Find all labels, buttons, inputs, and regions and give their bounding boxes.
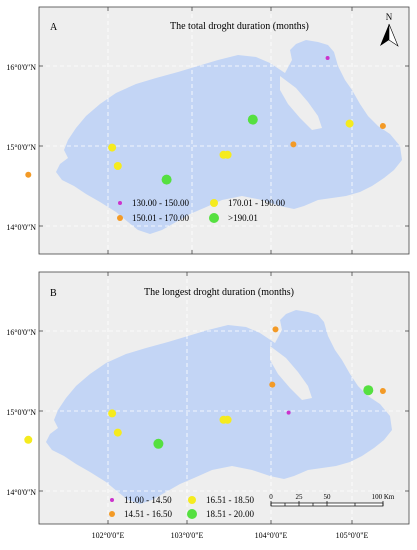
station-point — [379, 123, 386, 129]
north-arrow-icon: N — [380, 12, 399, 47]
panel-b-graticule — [39, 272, 409, 524]
north-arrow-label: N — [386, 12, 393, 22]
legend-symbol — [117, 215, 123, 221]
panel-a-title: The total droght duration (months) — [170, 21, 309, 32]
legend-label: 130.00 - 150.00 — [132, 198, 189, 208]
panel-b-inlet — [270, 346, 312, 400]
lat-label: 16°0'0"N — [6, 63, 36, 72]
station-point — [113, 428, 122, 437]
legend-symbol — [209, 213, 219, 223]
legend-label: 14.51 - 16.50 — [124, 509, 172, 519]
station-point — [269, 381, 276, 388]
station-point — [113, 162, 122, 170]
station-point — [379, 388, 386, 394]
station-point — [24, 435, 33, 444]
station-point — [363, 385, 374, 396]
scale-bar-tick-label: 100 Km — [372, 493, 395, 501]
station-point — [325, 56, 330, 60]
station-point — [345, 119, 354, 128]
legend-label: 16.51 - 18.50 — [206, 495, 254, 505]
panel-b-frame — [38, 271, 410, 525]
station-point — [153, 438, 164, 449]
station-point — [25, 171, 32, 178]
station-point — [286, 410, 291, 415]
lat-label: 15°0'0"N — [6, 408, 36, 417]
panel-a-graticule — [39, 7, 409, 254]
scale-bar-tick-label: 25 — [296, 493, 304, 501]
panel-a-letter: A — [50, 22, 58, 33]
lon-label: 103°0'0"E — [171, 531, 204, 540]
lat-label: 16°0'0"N — [6, 328, 36, 337]
panel-a-stations — [25, 56, 386, 185]
legend-symbol — [109, 511, 115, 517]
legend-label: 150.01 - 170.00 — [132, 213, 189, 223]
legend-symbol — [188, 496, 196, 504]
lon-label: 105°0'0"E — [336, 531, 369, 540]
panel-a-frame — [38, 6, 410, 255]
panel-b-stations — [24, 326, 386, 449]
legend-symbol — [118, 201, 122, 205]
lat-label: 14°0'0"N — [6, 223, 36, 232]
panel-b-letter: B — [50, 288, 57, 299]
station-point — [223, 415, 232, 424]
legend-label: 11.00 - 14.50 — [124, 495, 172, 505]
legend-label: 18.51 - 20.00 — [206, 509, 254, 519]
station-point — [223, 150, 232, 159]
lat-label: 14°0'0"N — [6, 488, 36, 497]
legend-symbol — [110, 498, 114, 502]
legend-label: >190.01 — [228, 213, 258, 223]
panel-a-inlet — [280, 76, 322, 130]
legend-symbol — [210, 199, 218, 207]
panel-b-legend: 11.00 - 14.50 14.51 - 16.50 16.51 - 18.5… — [109, 495, 254, 519]
scale-bar: 0 25 50 100 Km — [269, 493, 395, 507]
lat-label: 15°0'0"N — [6, 143, 36, 152]
lon-label: 104°0'0"E — [255, 531, 288, 540]
panel-a-legend: 130.00 - 150.00 150.01 - 170.00 170.01 -… — [117, 198, 285, 223]
station-point — [247, 114, 258, 125]
station-point — [108, 143, 117, 152]
station-point — [290, 141, 297, 148]
lon-label: 102°0'0"E — [92, 531, 125, 540]
station-point — [161, 174, 172, 185]
scale-bar-tick-label: 50 — [324, 493, 332, 501]
legend-label: 170.01 - 190.00 — [228, 198, 285, 208]
station-point — [108, 409, 117, 418]
legend-symbol — [187, 509, 197, 519]
panel-b: B The longest droght duration (months) 1… — [6, 271, 410, 540]
station-point — [272, 326, 279, 333]
panel-b-title: The longest droght duration (months) — [144, 287, 294, 298]
panel-a: A The total droght duration (months) N 1… — [6, 6, 410, 255]
scale-bar-tick-label: 0 — [269, 493, 273, 501]
